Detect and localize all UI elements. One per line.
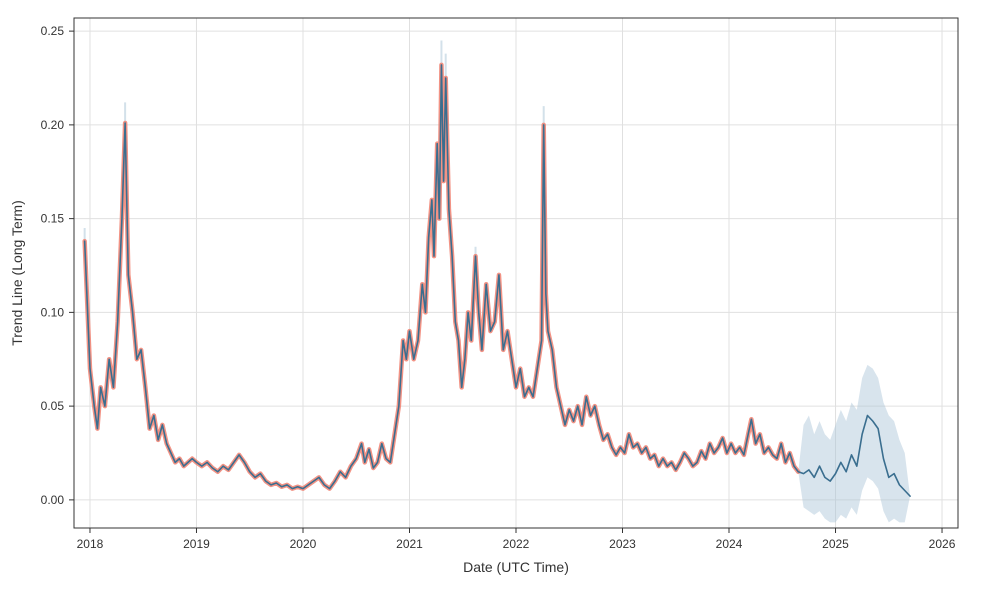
timeseries-chart: 2018 2019 2020 2021 2022 2023 2024 2025 2026 0.00… (0, 0, 988, 590)
y-tick-label: 0.25 (41, 24, 65, 38)
x-tick-label: 2020 (290, 537, 317, 551)
x-tick-label: 2022 (503, 537, 530, 551)
x-axis-label: Date (UTC Time) (463, 559, 569, 575)
y-tick-label: 0.10 (41, 305, 65, 319)
y-axis-label: Trend Line (Long Term) (9, 200, 25, 346)
chart-svg: 2018 2019 2020 2021 2022 2023 2024 2025 2026 0.00… (0, 0, 988, 590)
y-tick-label: 0.05 (41, 399, 65, 413)
y-tick-label: 0.15 (41, 212, 65, 226)
x-tick-label: 2023 (609, 537, 636, 551)
x-tick-label: 2024 (716, 537, 743, 551)
x-tick-label: 2019 (183, 537, 210, 551)
x-tick-label: 2026 (929, 537, 956, 551)
x-tick-label: 2021 (396, 537, 423, 551)
x-tick-label: 2018 (77, 537, 104, 551)
y-tick-label: 0.00 (41, 493, 65, 507)
x-tick-label: 2025 (822, 537, 849, 551)
y-tick-label: 0.20 (41, 118, 65, 132)
